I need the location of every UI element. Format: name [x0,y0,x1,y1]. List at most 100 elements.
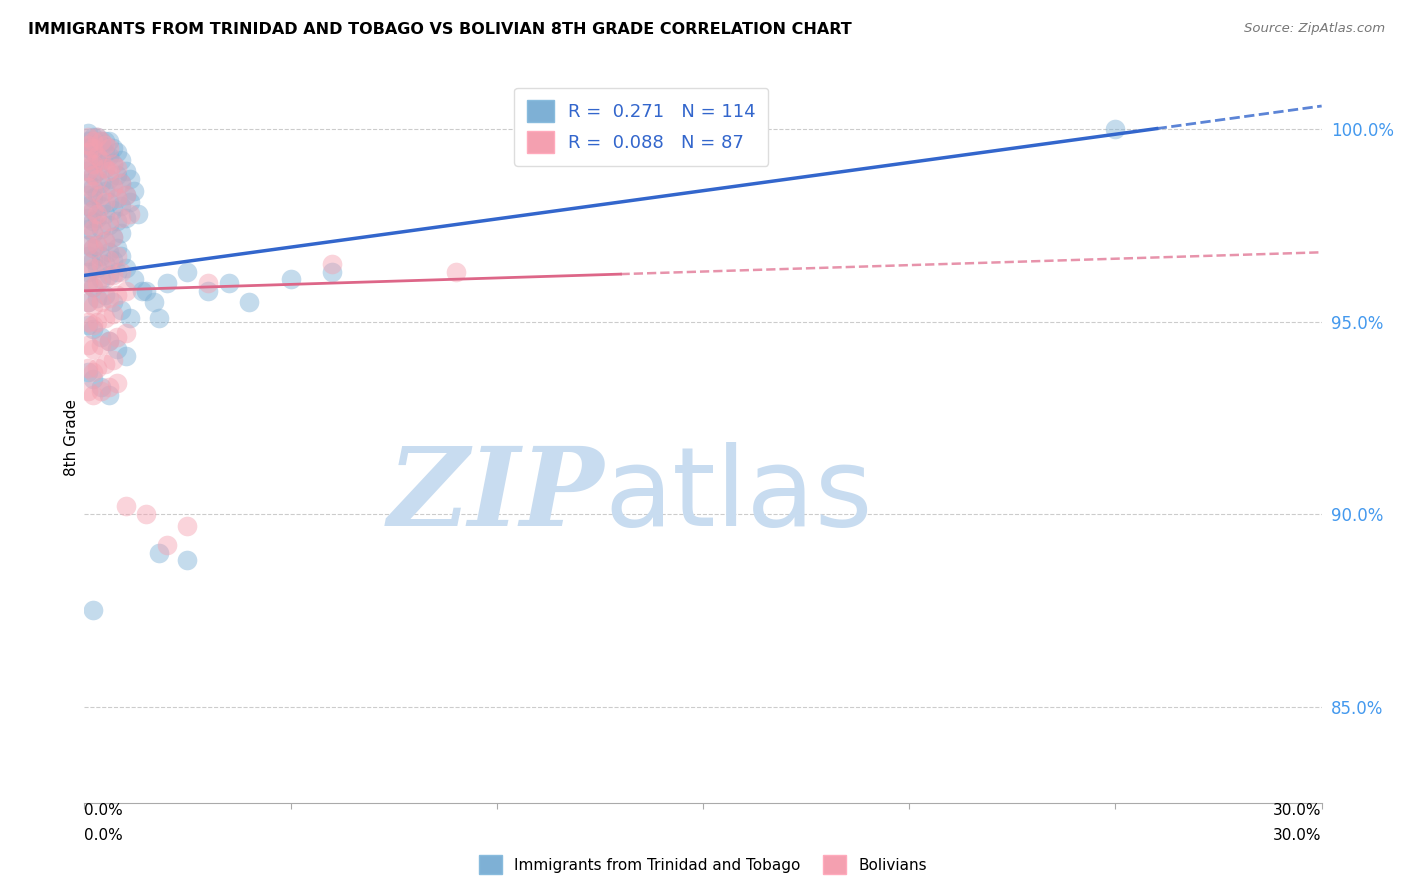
Point [82,252,104,267]
Point [94,137,117,152]
Point [103,179,125,194]
Point [143,295,166,310]
Point [105,249,128,263]
Point [90,176,112,190]
Point [86,187,108,202]
Point [98,172,121,186]
Point [77,337,100,351]
Point [90,134,112,148]
Point [77,219,100,233]
Point [86,237,108,252]
Point [103,157,125,171]
Point [110,153,132,167]
Point [82,134,104,148]
Point [77,264,100,278]
Point [77,141,100,155]
Point [82,145,104,160]
Point [105,242,128,256]
Point [94,310,117,325]
Point [118,310,141,325]
Point [90,249,112,263]
Text: atlas: atlas [605,442,873,549]
Point [90,384,112,398]
Point [86,276,108,290]
Point [82,157,104,171]
Point [82,191,104,205]
Point [105,191,128,205]
Text: 0.0%: 0.0% [84,828,124,843]
Point [103,179,125,194]
Point [82,388,104,402]
Point [114,260,136,275]
Point [94,195,117,210]
Point [82,318,104,333]
Point [114,326,136,340]
Point [82,184,104,198]
Point [114,500,136,514]
Point [103,157,125,171]
Point [103,141,125,155]
Point [156,538,179,552]
Point [90,199,112,213]
Point [94,145,117,160]
Point [82,226,104,240]
Point [118,207,141,221]
Point [90,257,112,271]
Point [148,545,170,559]
Point [77,249,100,263]
Point [82,365,104,379]
Text: ZIP: ZIP [388,442,605,549]
Point [77,129,100,144]
Point [77,134,100,148]
Point [197,284,219,298]
Point [105,161,128,175]
Point [86,129,108,144]
Point [321,257,343,271]
Point [98,219,121,233]
Point [98,149,121,163]
Point [105,169,128,183]
Point [86,292,108,306]
Point [86,237,108,252]
Point [94,234,117,248]
Point [110,176,132,190]
Point [105,145,128,160]
Point [82,179,104,194]
Point [114,187,136,202]
Point [90,330,112,344]
Point [110,264,132,278]
Point [77,222,100,236]
Point [321,264,343,278]
Point [105,287,128,301]
Point [94,161,117,175]
Y-axis label: 8th Grade: 8th Grade [63,399,79,475]
Point [77,276,100,290]
Point [98,141,121,155]
Point [82,322,104,336]
Point [77,257,100,271]
Point [105,191,128,205]
Point [105,376,128,391]
Point [90,153,112,167]
Point [86,164,108,178]
Point [77,145,100,160]
Point [156,276,179,290]
Point [82,137,104,152]
Point [86,137,108,152]
Point [122,184,145,198]
Point [86,149,108,163]
Point [118,195,141,210]
Point [90,153,112,167]
Text: 30.0%: 30.0% [1274,828,1322,843]
Point [82,260,104,275]
Point [176,264,198,278]
Point [103,252,125,267]
Point [86,315,108,329]
Point [77,295,100,310]
Point [98,195,121,210]
Point [77,179,100,194]
Point [118,172,141,186]
Point [98,334,121,348]
Point [94,257,117,271]
Point [238,295,260,310]
